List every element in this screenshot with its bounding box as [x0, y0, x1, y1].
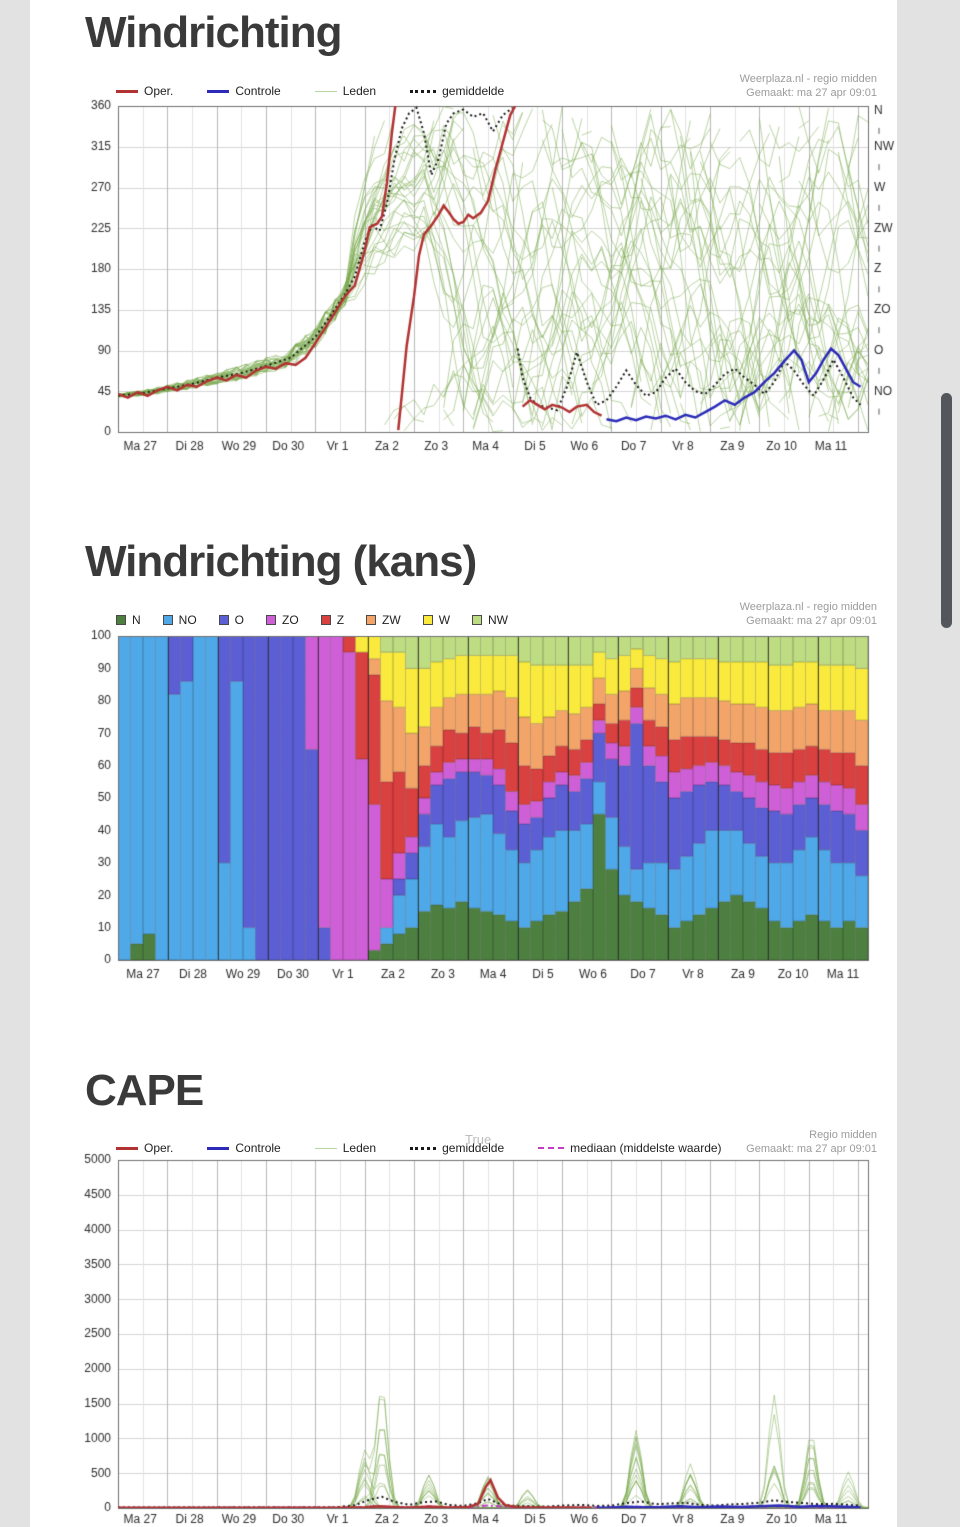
legend-sample-controle [207, 89, 230, 93]
legend-sample-w [422, 615, 433, 625]
legend-sample-oper [116, 1146, 138, 1150]
legend-item-oper: Oper. [116, 1141, 173, 1155]
legend-label: Z [336, 613, 345, 627]
legend-label: Controle [235, 1141, 281, 1155]
legend-item-no: NO [162, 613, 197, 627]
legend-label: mediaan (middelste waarde) [570, 1141, 722, 1155]
legend-item-leden: Leden [314, 84, 377, 98]
legend-label: Leden [342, 84, 377, 98]
legend-item-controle: Controle [207, 84, 281, 98]
attribution-source: Regio midden [809, 1129, 877, 1141]
legend-sample-zw [366, 615, 377, 625]
wind-probability-chart-title: Windrichting (kans) [85, 537, 477, 586]
cape-chart-title: CAPE [85, 1066, 204, 1115]
wind-probability-chart-canvas [30, 628, 897, 996]
wind-direction-chart-canvas [30, 96, 897, 464]
legend-item-gemiddelde: gemiddelde [410, 84, 504, 98]
legend-cape: Oper. Controle Leden gemiddelde mediaan (mid… [116, 1141, 756, 1155]
legend-item-mediaan-middelste-waarde: mediaan (middelste waarde) [538, 1141, 722, 1155]
legend-label: Controle [235, 84, 281, 98]
legend-label: NW [488, 613, 509, 627]
attribution-wind-kans: Weerplaza.nl - regio midden Gemaakt: ma … [740, 600, 877, 629]
legend-label: gemiddelde [442, 84, 505, 98]
legend-item-o: O [218, 613, 245, 627]
legend-sample-controle [207, 1146, 230, 1150]
legend-item-z: Z [320, 613, 345, 627]
legend-label: O [234, 613, 245, 627]
watermark-text: True [465, 1132, 492, 1147]
legend-sample-z [320, 615, 331, 625]
attribution-source: Weerplaza.nl - regio midden [739, 601, 877, 613]
legend-item-controle: Controle [207, 1141, 281, 1155]
legend-sample-n [116, 615, 126, 625]
legend-label: ZW [382, 613, 401, 627]
legend-sample-leden [314, 90, 337, 92]
left-gutter [0, 0, 30, 1527]
legend-label: NO [178, 613, 197, 627]
legend-sample-gemiddelde [410, 89, 437, 93]
legend-label: ZO [282, 613, 299, 627]
legend-item-leden: Leden [314, 1141, 377, 1155]
legend-label: W [438, 613, 451, 627]
attribution-created: Gemaakt: ma 27 apr 09:01 [746, 615, 877, 628]
legend-sample-no [162, 615, 173, 625]
legend-label: Leden [342, 1141, 377, 1155]
scrollbar-thumb[interactable] [941, 393, 952, 628]
legend-sample-zo [266, 615, 277, 625]
legend-item-zw: ZW [366, 613, 401, 627]
legend-sample-gemiddelde [410, 1146, 437, 1150]
cape-chart-canvas [30, 1152, 897, 1527]
legend-label: N [132, 613, 141, 627]
legend-sample-oper [116, 89, 138, 93]
legend-label: Oper. [144, 84, 174, 98]
legend-wind-direction: Oper. Controle Leden gemiddelde [116, 84, 538, 98]
content-area: Windrichting Weerplaza.nl - regio midden… [30, 0, 897, 1527]
attribution-source: Weerplaza.nl - regio midden [739, 73, 877, 85]
legend-wind-probability: N NO O ZO Z ZW W NW [116, 613, 530, 627]
legend-item-nw: NW [472, 613, 508, 627]
legend-label: gemiddelde [442, 1141, 505, 1155]
legend-item-oper: Oper. [116, 84, 173, 98]
legend-item-gemiddelde: gemiddelde [410, 1141, 504, 1155]
legend-item-n: N [116, 613, 141, 627]
legend-item-w: W [422, 613, 451, 627]
scrollbar-track[interactable] [897, 0, 960, 1527]
legend-item-zo: ZO [266, 613, 299, 627]
legend-sample-o [218, 615, 229, 625]
legend-sample-mediaan-middelste-waarde [538, 1147, 565, 1149]
legend-sample-nw [472, 615, 483, 625]
legend-label: Oper. [144, 1141, 174, 1155]
wind-direction-chart-title: Windrichting [85, 8, 342, 57]
legend-sample-leden [314, 1147, 337, 1149]
